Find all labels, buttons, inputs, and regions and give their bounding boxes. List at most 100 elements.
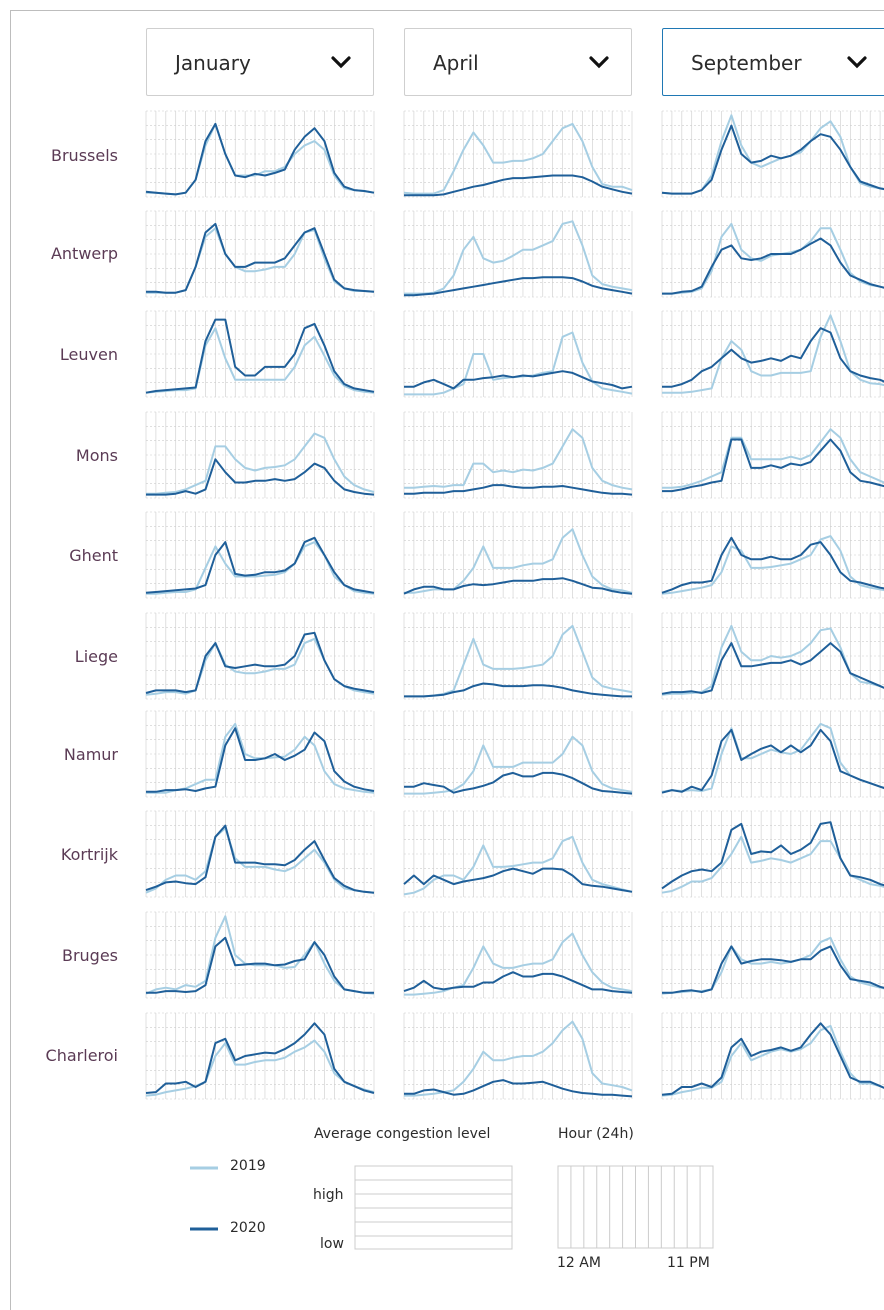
city-label-mons: Mons xyxy=(75,446,118,465)
panel-grid xyxy=(661,710,884,798)
legend-hour-title: Hour (24h) xyxy=(558,1126,634,1142)
month-dropdown-2[interactable]: April xyxy=(404,28,632,96)
series-line-2020 xyxy=(404,370,633,390)
month-dropdown-label: January xyxy=(175,51,251,75)
panel-namur-april xyxy=(403,710,633,798)
panel-brussels-january xyxy=(145,110,375,198)
series-line-2020 xyxy=(404,682,632,698)
series-line-2020 xyxy=(145,631,375,694)
panel-grid xyxy=(661,310,884,398)
panel-grid xyxy=(145,511,375,599)
panel-grid xyxy=(145,710,375,798)
series-line-2019 xyxy=(661,936,884,995)
panel-bruges-january xyxy=(145,911,375,999)
series-line-2020 xyxy=(403,971,633,994)
small-multiples-chart xyxy=(145,110,884,1100)
panel-charleroi-january xyxy=(145,1012,375,1100)
series-line-2020 xyxy=(404,1079,633,1098)
series-line-2020 xyxy=(661,821,884,890)
month-dropdown-label: September xyxy=(691,51,802,75)
legend-label-2020: 2020 xyxy=(230,1220,266,1236)
series-line-2019 xyxy=(404,932,633,996)
panel-mons-january xyxy=(145,411,375,499)
series-line-2020 xyxy=(403,577,633,595)
panel-grid xyxy=(403,911,633,999)
panel-grid xyxy=(145,310,375,398)
panel-grid xyxy=(145,1012,375,1100)
series-line-2019 xyxy=(404,428,633,491)
series-line-2020 xyxy=(404,276,633,297)
panel-antwerp-september xyxy=(661,210,884,298)
series-line-2019 xyxy=(145,827,375,894)
city-label-charleroi: Charleroi xyxy=(45,1046,118,1065)
panel-grid xyxy=(145,210,375,298)
panel-grid xyxy=(403,511,633,599)
panel-grid xyxy=(145,810,375,898)
series-line-2020 xyxy=(403,867,633,893)
panel-kortrijk-april xyxy=(403,810,633,898)
legend-label-2019: 2019 xyxy=(230,1158,266,1174)
series-line-2020 xyxy=(662,945,884,994)
legend-congestion-title: Average congestion level xyxy=(314,1126,491,1142)
panel-bruges-september xyxy=(661,911,884,999)
panel-kortrijk-september xyxy=(661,810,884,898)
series-line-2019 xyxy=(404,220,633,295)
series-line-2020 xyxy=(661,536,884,594)
panel-grid xyxy=(661,810,884,898)
series-line-2019 xyxy=(404,331,633,396)
panel-charleroi-april xyxy=(403,1012,633,1100)
series-line-2020 xyxy=(661,728,884,794)
panel-grid xyxy=(403,210,633,298)
series-line-2020 xyxy=(146,458,375,496)
panel-ghent-april xyxy=(403,511,633,599)
series-line-2019 xyxy=(661,722,884,793)
series-line-2020 xyxy=(404,771,633,795)
series-line-2020 xyxy=(662,237,884,295)
panel-grid xyxy=(661,911,884,999)
series-line-2019 xyxy=(403,122,633,195)
panel-brussels-april xyxy=(403,110,633,198)
series-line-2019 xyxy=(404,528,633,594)
panel-grid xyxy=(403,411,633,499)
panel-grid xyxy=(661,411,884,499)
series-line-2020 xyxy=(662,438,884,493)
chevron-down-icon xyxy=(331,56,351,69)
panel-grid xyxy=(145,411,375,499)
series-line-2020 xyxy=(146,936,374,994)
month-dropdown-label: April xyxy=(433,51,479,75)
series-line-2019 xyxy=(145,1039,375,1097)
panel-leuven-january xyxy=(145,310,375,398)
series-line-2019 xyxy=(404,735,633,795)
panel-liege-april xyxy=(403,612,633,700)
city-label-kortrijk: Kortrijk xyxy=(60,845,118,864)
month-dropdown-1[interactable]: January xyxy=(146,28,374,96)
panel-ghent-january xyxy=(145,511,375,599)
panel-mons-september xyxy=(661,411,884,499)
city-label-liege: Liege xyxy=(74,647,118,666)
panel-brussels-september xyxy=(661,110,884,198)
series-line-2019 xyxy=(661,535,884,595)
panel-mons-april xyxy=(403,411,633,499)
panel-frame xyxy=(10,10,884,1310)
series-line-2019 xyxy=(146,432,375,495)
city-label-leuven: Leuven xyxy=(59,345,118,364)
series-line-2019 xyxy=(661,835,884,894)
city-label-namur: Namur xyxy=(63,745,118,764)
panel-namur-january xyxy=(145,710,375,798)
series-line-2019 xyxy=(403,835,633,896)
city-label-ghent: Ghent xyxy=(69,546,118,565)
panel-kortrijk-january xyxy=(145,810,375,898)
panel-grid xyxy=(661,511,884,599)
series-line-2020 xyxy=(661,642,884,695)
series-line-2019 xyxy=(661,114,884,195)
legend-hour-start: 12 AM xyxy=(557,1255,601,1271)
series-line-2020 xyxy=(145,318,375,394)
panel-leuven-september xyxy=(661,310,884,398)
series-line-2020 xyxy=(404,174,633,197)
legend-hour-end: 11 PM xyxy=(667,1255,710,1271)
series-line-2019 xyxy=(146,122,375,196)
panel-namur-september xyxy=(661,710,884,798)
series-line-2019 xyxy=(662,428,884,489)
series-line-2020 xyxy=(146,222,375,294)
month-dropdown-3[interactable]: September xyxy=(662,28,884,96)
